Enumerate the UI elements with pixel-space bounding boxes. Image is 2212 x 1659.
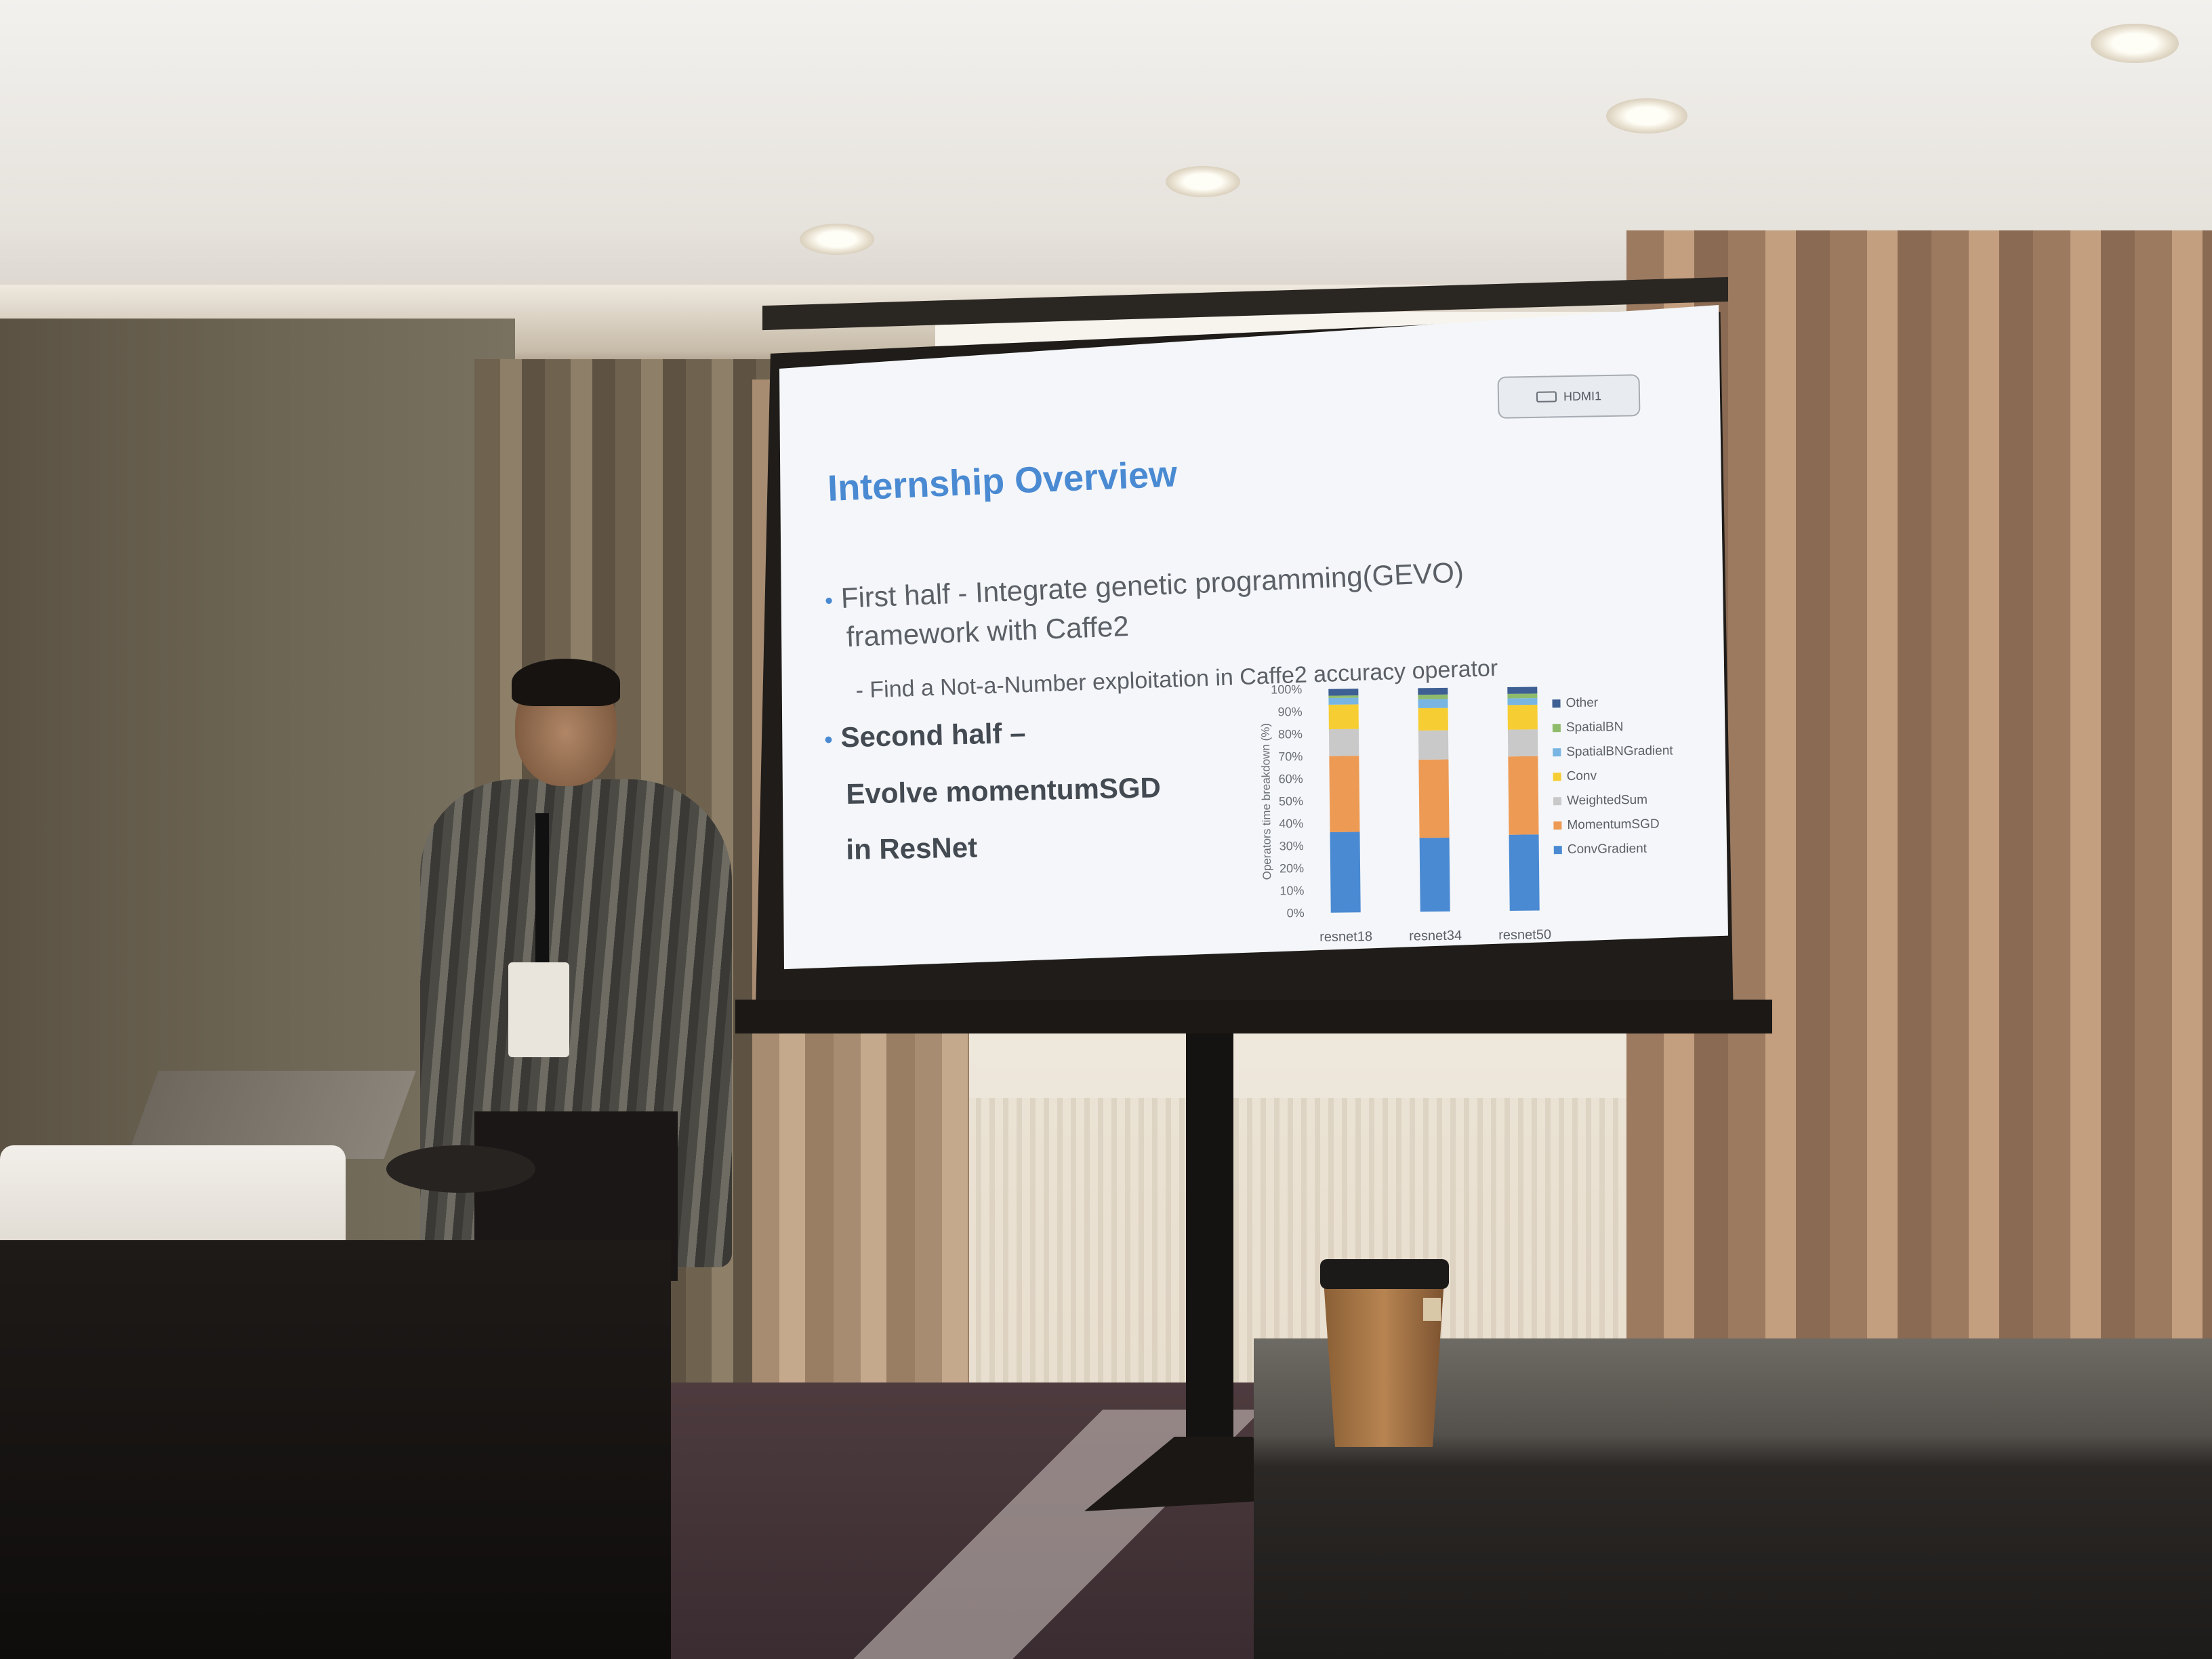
legend-label: SpatialBN <box>1566 720 1624 735</box>
input-source-badge: HDMI1 <box>1497 374 1641 419</box>
bar-segment-convgradient <box>1509 834 1540 911</box>
bar-segment-other <box>1418 687 1448 695</box>
bar-segment-momentumsgd <box>1418 759 1450 838</box>
bullet-dot-icon: • <box>824 726 834 753</box>
bar-segment-conv <box>1418 708 1448 731</box>
y-tick-label: 10% <box>1279 884 1304 897</box>
slide-title: Internship Overview <box>827 453 1179 509</box>
coffee-cup-lid <box>1320 1259 1449 1289</box>
bar-segment-weightedsum <box>1418 730 1449 760</box>
legend-swatch <box>1552 724 1561 733</box>
bullet-text-continued: in ResNet <box>846 831 978 865</box>
bar-segment-spatialbngradient <box>1507 698 1538 705</box>
y-tick-label: 100% <box>1271 682 1302 696</box>
x-tick-label: resnet18 <box>1319 929 1372 945</box>
y-tick-label: 70% <box>1278 750 1303 763</box>
ceiling-light <box>800 224 874 255</box>
x-tick-label: resnet50 <box>1498 927 1551 943</box>
bar-segment-spatialbngradient <box>1418 699 1448 709</box>
x-tick-label: resnet34 <box>1409 928 1462 944</box>
bar-segment-spatialbngradient <box>1328 697 1359 705</box>
bullet-dot-icon: • <box>824 588 834 614</box>
bullet-text-continued: framework with Caffe2 <box>846 609 1130 653</box>
y-tick-label: 90% <box>1278 705 1303 718</box>
conference-speakerphone <box>386 1145 535 1193</box>
bullet-text-continued: Evolve momentumSGD <box>846 771 1162 810</box>
y-tick-label: 60% <box>1279 772 1303 785</box>
ceiling-light <box>1166 166 1240 197</box>
bar-segment-other <box>1328 689 1359 696</box>
legend-swatch <box>1553 773 1561 781</box>
legend-label: ConvGradient <box>1568 842 1647 857</box>
presenter-hair <box>512 659 620 706</box>
legend-label: SpatialBNGradient <box>1566 743 1673 759</box>
y-tick-label: 0% <box>1287 906 1305 920</box>
legend-label: WeightedSum <box>1567 793 1647 808</box>
screen-bottom-bar <box>735 1000 1772 1033</box>
bar-segment-conv <box>1328 704 1359 730</box>
bar-segment-weightedsum <box>1328 729 1359 756</box>
bar-segment-convgradient <box>1419 837 1450 912</box>
y-tick-label: 50% <box>1279 794 1303 808</box>
stacked-bar-chart: Operators time breakdown (%) 0% 10% 20% 30% 4… <box>1259 682 1674 945</box>
bar-segment-momentumsgd <box>1508 756 1539 835</box>
legend-swatch <box>1553 821 1562 830</box>
screen-stand-pole <box>1186 1030 1233 1464</box>
bar-segment-spatialbn <box>1418 694 1448 699</box>
bar-segment-spatialbn <box>1328 695 1359 698</box>
bullet-second-half: • Second half – <box>824 717 1026 754</box>
bullet-first-half: • First half - Integrate genetic programm… <box>824 556 1465 615</box>
legend-swatch <box>1553 797 1562 806</box>
bar-segment-conv <box>1507 704 1538 730</box>
legend-label: MomentumSGD <box>1567 817 1659 832</box>
bullet-text: Second half – <box>840 716 1027 754</box>
y-tick-label: 20% <box>1279 861 1304 875</box>
bullet-text: First half - Integrate genetic programmi… <box>840 556 1465 614</box>
bar-segment-spatialbn <box>1507 693 1538 699</box>
bar-segment-momentumsgd <box>1329 756 1360 832</box>
input-source-label: HDMI1 <box>1563 388 1602 403</box>
legend-swatch <box>1553 846 1562 855</box>
bar-segment-convgradient <box>1330 832 1361 913</box>
ceiling-light <box>2091 24 2179 63</box>
ceiling-light <box>1606 98 1687 134</box>
legend-label: Other <box>1565 696 1598 711</box>
y-tick-label: 80% <box>1278 727 1303 741</box>
radiator <box>962 1098 1626 1382</box>
y-tick-label: 30% <box>1279 839 1304 853</box>
hdmi-port-icon <box>1536 391 1557 403</box>
y-tick-label: 40% <box>1279 817 1303 830</box>
name-badge <box>508 962 569 1057</box>
y-axis-label: Operators time breakdown (%) <box>1259 723 1273 880</box>
legend-swatch <box>1553 748 1561 757</box>
tea-tag <box>1423 1298 1441 1321</box>
legend-label: Conv <box>1567 769 1597 783</box>
legend-swatch <box>1552 699 1561 708</box>
lanyard <box>535 813 549 962</box>
bar-segment-other <box>1507 687 1538 694</box>
table-left <box>0 1240 671 1659</box>
coffee-cup <box>1323 1271 1445 1447</box>
bar-segment-weightedsum <box>1507 729 1538 757</box>
projected-slide: HDMI1 Internship Overview • First half - … <box>779 305 1728 970</box>
